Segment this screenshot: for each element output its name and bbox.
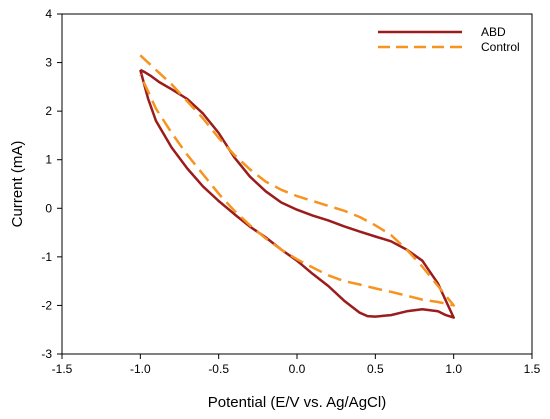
- y-tick-label: 1: [45, 153, 52, 167]
- plot-frame: [61, 13, 533, 355]
- legend-label-control: Control: [481, 40, 520, 54]
- y-tick-label: -3: [41, 347, 52, 361]
- y-tick-label: -1: [41, 250, 52, 264]
- x-tick-label: -1.0: [130, 362, 151, 376]
- y-tick-label: 3: [45, 56, 52, 70]
- x-tick-label: -1.5: [52, 362, 73, 376]
- y-tick-label: -2: [41, 298, 52, 312]
- x-tick-label: 1.0: [445, 362, 462, 376]
- y-tick-label: 2: [45, 104, 52, 118]
- x-tick-label: 0.5: [367, 362, 384, 376]
- x-tick-label: -0.5: [208, 362, 229, 376]
- x-tick-label: 1.5: [524, 362, 541, 376]
- x-tick-label: 0.0: [289, 362, 306, 376]
- x-axis-title: Potential (E/V vs. Ag/AgCl): [208, 394, 386, 411]
- legend-label-abd: ABD: [481, 25, 506, 39]
- y-axis-title: Current (mA): [9, 141, 26, 228]
- y-tick-label: 0: [45, 201, 52, 215]
- axis-ticks: -1.5 -1.0 -0.5 0.0 0.5 1.0 1.5 -3 -2 -1 0 1 2 3 4: [41, 7, 540, 376]
- series-line-control: [139, 54, 455, 307]
- series-line-abd: [139, 68, 455, 319]
- legend: ABD Control: [378, 25, 520, 54]
- series-layer: [139, 54, 455, 319]
- y-tick-label: 4: [45, 7, 52, 21]
